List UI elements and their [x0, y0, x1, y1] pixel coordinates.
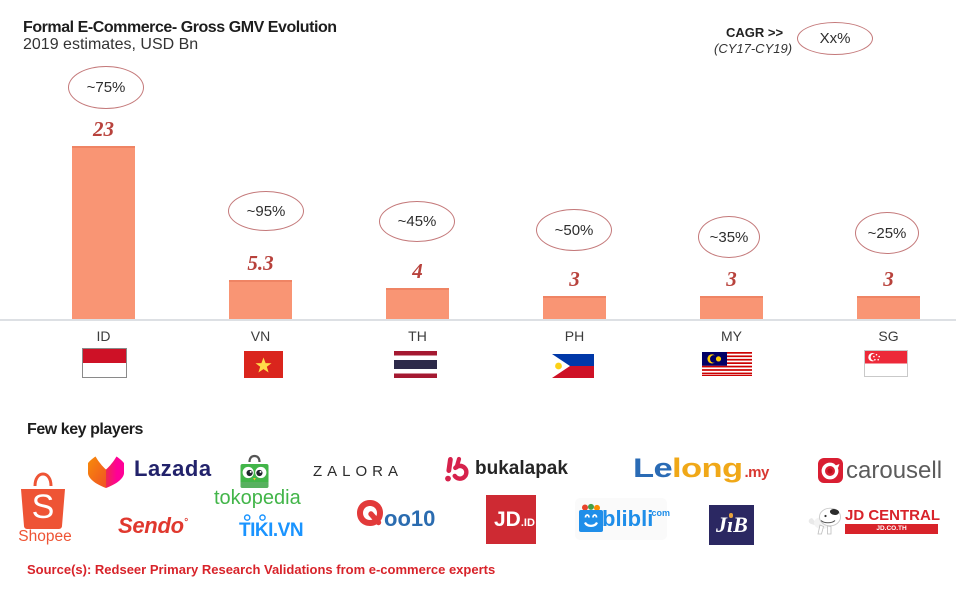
svg-text:TIKI.VN: TIKI.VN [239, 520, 303, 540]
svg-text:S: S [32, 488, 55, 526]
svg-text:oo10: oo10 [384, 506, 435, 531]
